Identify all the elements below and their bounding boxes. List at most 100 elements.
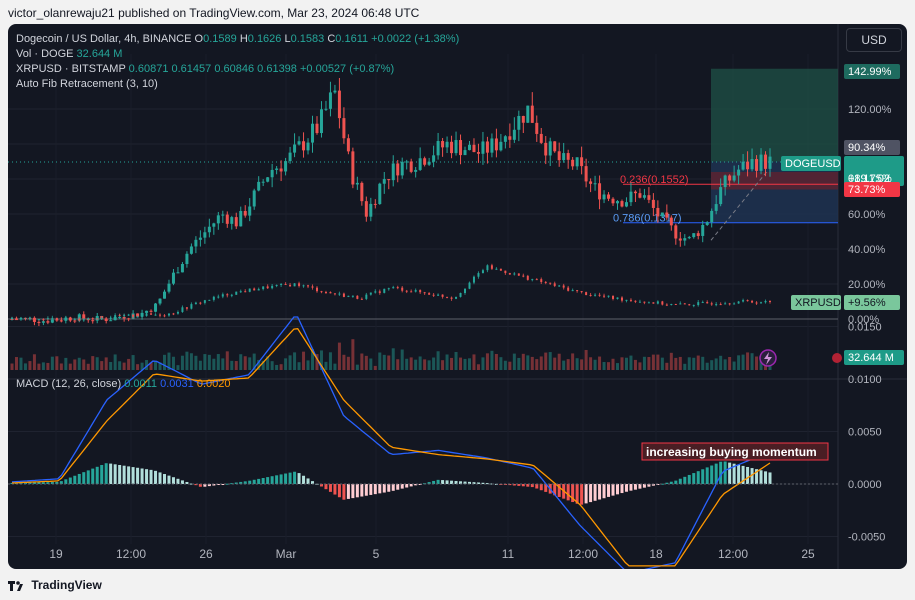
macd-histogram-bar	[127, 466, 131, 484]
xrp-candle	[540, 279, 543, 282]
doge-candle	[82, 314, 86, 319]
upper-pct-badge: 90.34%	[848, 142, 886, 154]
macd-histogram-bar	[216, 484, 220, 485]
doge-candle	[701, 224, 705, 236]
doge-candle	[243, 211, 247, 216]
xrp-candle	[490, 265, 493, 269]
xrp-candle	[167, 313, 170, 316]
doge-candle	[400, 161, 404, 176]
doge-candle	[234, 217, 238, 227]
xrp-candle	[733, 303, 736, 305]
doge-candle	[118, 316, 122, 318]
xrp-candle	[307, 285, 310, 287]
xrp-candle	[271, 285, 274, 289]
macd-histogram-bar	[535, 484, 539, 489]
doge-candle	[288, 152, 292, 162]
volume-bar	[221, 358, 225, 370]
xrp-candle	[661, 301, 664, 305]
volume-bar	[194, 355, 198, 370]
macd-histogram-bar	[472, 482, 476, 484]
xrp-candle	[670, 304, 673, 306]
annotation-box[interactable]	[641, 442, 829, 461]
xrp-candle	[221, 294, 224, 297]
volume-bar	[319, 350, 323, 370]
macd-label[interactable]: MACD (12, 26, close)	[16, 378, 122, 390]
macd-histogram-bar	[230, 483, 234, 485]
volume-bar	[364, 355, 368, 370]
macd-histogram-bar	[261, 477, 265, 484]
fib-indicator-label[interactable]: Auto Fib Retracement (3, 10)	[16, 78, 158, 90]
doge-candle	[351, 151, 355, 185]
xrp-candle	[755, 302, 758, 304]
macd-histogram-bar	[346, 484, 350, 499]
macd-histogram-bar	[171, 477, 175, 484]
volume-bar	[472, 354, 476, 370]
doge-candle	[607, 194, 611, 199]
symbol-title[interactable]: Dogecoin / US Dollar, 4h, BINANCE	[16, 33, 192, 45]
macd-histogram-bar	[651, 484, 655, 486]
volume-bar	[678, 356, 682, 370]
volume-label[interactable]: Vol · DOGE	[16, 48, 74, 60]
doge-candle	[450, 141, 454, 154]
doge-candle	[382, 179, 386, 184]
macd-histogram-bar	[490, 483, 494, 485]
doge-candle	[728, 175, 732, 181]
chart-canvas[interactable]: 0.236(0.1552) 0.786(0.1317) increasing bu…	[8, 24, 907, 569]
doge-candle	[633, 191, 637, 194]
macd-histogram-bar	[324, 484, 328, 490]
doge-candle	[207, 226, 211, 233]
xrp-candle	[132, 314, 135, 317]
xrp-label[interactable]: XRPUSD · BITSTAMP	[16, 63, 126, 75]
publisher-header: victor_olanrewaju21 published on Trading…	[0, 0, 915, 26]
xrp-candle	[553, 283, 556, 286]
doge-candle	[611, 198, 615, 204]
macd-histogram-bar	[306, 478, 310, 484]
xrp-candle	[208, 299, 211, 301]
volume-bar	[535, 359, 539, 370]
doge-candle	[279, 168, 283, 172]
macd-histogram-bar	[342, 484, 346, 500]
doge-candle	[750, 159, 754, 170]
doge-candle	[710, 210, 714, 223]
volume-bar	[297, 362, 301, 370]
volume-bar	[476, 364, 480, 370]
volume-bar	[324, 361, 328, 370]
doge-candle	[660, 212, 664, 217]
doge-candle	[167, 283, 171, 292]
xrp-candle	[455, 296, 458, 299]
doge-candle	[454, 140, 458, 154]
volume-bar	[548, 352, 552, 370]
macd-histogram-bar	[221, 484, 225, 485]
doge-candle	[705, 222, 709, 225]
us-flag-icon[interactable]	[832, 353, 842, 363]
volume-bar	[113, 354, 117, 370]
volume-bar	[705, 362, 709, 370]
doge-candle	[768, 156, 772, 169]
volume-bar	[683, 363, 687, 370]
xrp-candle	[374, 291, 377, 293]
doge-candle	[589, 181, 593, 184]
volume-bar	[544, 352, 548, 370]
macd-histogram-bar	[665, 482, 669, 484]
chart-frame[interactable]: 0.236(0.1552) 0.786(0.1317) increasing bu…	[8, 24, 907, 569]
volume-bar	[171, 356, 175, 370]
doge-candle	[714, 204, 718, 211]
footer: TradingView	[0, 570, 915, 600]
volume-bar	[723, 359, 727, 370]
macd-histogram-bar	[589, 484, 593, 503]
xrp-candle	[33, 317, 36, 320]
volume-bar	[414, 359, 418, 370]
tradingview-logo[interactable]: TradingView	[8, 578, 102, 592]
doge-candle	[248, 206, 252, 216]
macd-histogram-bar	[225, 483, 229, 485]
xrp-candle	[275, 284, 278, 286]
volume-bar	[279, 364, 283, 370]
doge-candle	[580, 157, 584, 167]
xrp-candle	[656, 301, 659, 304]
macd-hist-value: 0.0011	[124, 378, 158, 390]
currency-button[interactable]: USD	[846, 28, 902, 52]
macd-histogram-bar	[382, 484, 386, 493]
doge-candle	[95, 316, 99, 321]
xrp-candle	[123, 314, 126, 316]
volume-bar	[131, 355, 135, 370]
